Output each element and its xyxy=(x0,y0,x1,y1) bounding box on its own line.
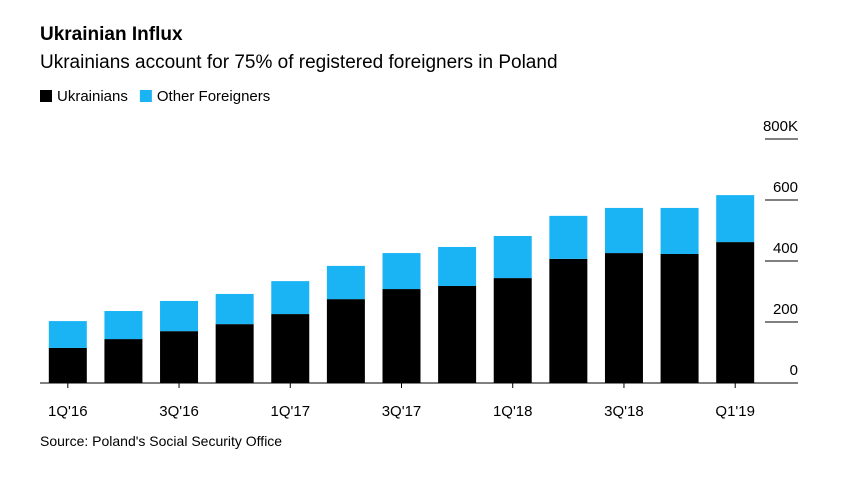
bar-segment xyxy=(438,246,477,287)
x-tick-label: 1Q'18 xyxy=(493,403,533,420)
bar-segment xyxy=(438,286,477,383)
y-tick-label: 0 xyxy=(790,362,798,379)
x-tick-label: 3Q'16 xyxy=(159,403,199,420)
bar-segment xyxy=(604,253,643,383)
bar-segment xyxy=(382,253,421,290)
bar-segment xyxy=(493,278,532,383)
y-tick-label: 200 xyxy=(773,301,798,318)
bar-segment xyxy=(215,324,254,383)
chart-subtitle: Ukrainians account for 75% of registered… xyxy=(40,52,558,73)
bar-segment xyxy=(549,258,588,383)
bar-segment xyxy=(660,253,699,383)
y-tick-label: 800K xyxy=(763,118,798,135)
x-tick-label: 3Q'17 xyxy=(382,403,422,420)
x-tick-label: Q1'19 xyxy=(715,403,755,420)
x-tick-label: 1Q'16 xyxy=(48,403,88,420)
legend-swatch xyxy=(40,90,52,102)
bar-segment xyxy=(48,347,87,383)
y-tick-label: 600 xyxy=(773,179,798,196)
y-tick-label: 400 xyxy=(773,240,798,257)
bar-segment xyxy=(271,314,310,383)
bar-segment xyxy=(271,281,310,315)
bar-segment xyxy=(382,289,421,383)
bar-segment xyxy=(604,207,643,254)
bar-segment xyxy=(549,215,588,259)
bar-segment xyxy=(104,339,143,383)
bar-segment xyxy=(326,265,365,300)
legend-label: Other Foreigners xyxy=(157,88,270,105)
bar-segment xyxy=(160,331,199,383)
legend-swatch xyxy=(139,90,152,102)
x-tick-label: 3Q'18 xyxy=(604,403,644,420)
source: Source: Poland's Social Security Office xyxy=(40,433,282,449)
bar-segment xyxy=(716,195,755,243)
bar-segment xyxy=(160,300,199,332)
bar-segment xyxy=(660,207,699,254)
bar-segment xyxy=(493,235,532,279)
bar-segment xyxy=(104,311,143,340)
bar-segment xyxy=(215,293,254,325)
chart-title: Ukrainian Influx xyxy=(40,24,183,45)
bar-segment xyxy=(48,321,87,348)
legend-label: Ukrainians xyxy=(57,88,128,105)
x-tick-label: 1Q'17 xyxy=(270,403,310,420)
bar-segment xyxy=(716,242,755,383)
bar-segment xyxy=(326,299,365,383)
